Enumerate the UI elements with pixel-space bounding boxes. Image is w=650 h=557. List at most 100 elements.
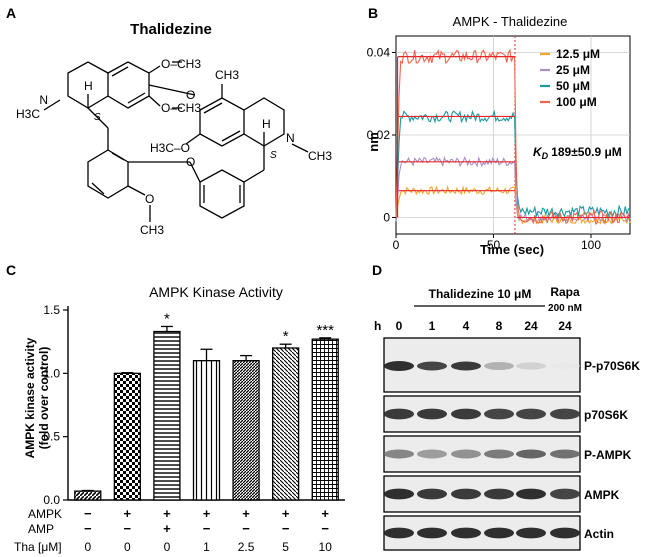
treatment-label: Thalidezine 10 μM	[429, 287, 532, 301]
band-0-2	[451, 361, 481, 371]
band-1-1	[417, 408, 447, 420]
y-tick-label: 0.0	[43, 493, 60, 507]
tha-value-0: 0	[84, 540, 91, 554]
bar-2	[153, 330, 181, 501]
band-1-4	[516, 408, 546, 420]
atom-o-mid-left: O–CH3	[161, 101, 201, 115]
legend-entry-0: 12.5 μM	[556, 47, 600, 61]
chart-b-title: AMPK - Thalidezine	[453, 14, 568, 29]
panel-letter-b: B	[368, 5, 378, 21]
band-4-4	[516, 527, 546, 539]
atom-n-left: N	[39, 93, 48, 107]
band-2-4	[516, 449, 546, 459]
band-label-1: p70S6K	[584, 408, 628, 422]
band-1-0	[384, 408, 414, 420]
band-label-3: AMPK	[584, 488, 620, 502]
chart-b-traces	[395, 48, 631, 226]
band-3-2	[451, 488, 481, 500]
amp-sign-4: −	[242, 521, 250, 536]
ampk-sign-2: +	[163, 506, 171, 521]
band-1-2	[451, 408, 481, 420]
row-label-ampk: AMPK	[28, 507, 62, 521]
ampk-sign-6: +	[321, 506, 329, 521]
tha-value-5: 5	[282, 540, 289, 554]
panel-letter-d: D	[372, 262, 382, 278]
time-0: 0	[396, 319, 403, 333]
kd-value: 189±50.9 μM	[551, 145, 622, 159]
compound-title: Thalidezine	[130, 21, 212, 38]
legend-entry-2: 50 μM	[556, 79, 590, 93]
chart-c-bars: ** ***	[74, 310, 339, 501]
tha-value-2: 0	[164, 540, 171, 554]
x-tick-label: 100	[581, 238, 601, 252]
rapa-dose: 200 nM	[548, 303, 582, 314]
band-label-4: Actin	[584, 527, 614, 541]
row-label-amp: AMP	[28, 522, 54, 536]
bar-4	[232, 360, 260, 501]
atom-h-right: H	[262, 117, 271, 131]
amp-sign-5: −	[282, 521, 290, 536]
time-2: 4	[463, 319, 470, 333]
band-2-3	[484, 449, 514, 459]
band-3-3	[484, 488, 514, 500]
amp-sign-6: −	[321, 521, 329, 536]
band-0-3	[484, 361, 514, 371]
western-blots: P-p70S6K p70S6K P-AMPK AMPK Actin	[383, 337, 640, 551]
band-4-1	[417, 527, 447, 539]
atom-s-left: S	[94, 112, 101, 123]
atom-o-top-left: O–CH3	[161, 57, 201, 71]
chart-c-ylabel-line1: AMPK kinase activity	[23, 337, 37, 458]
y-tick-label: 1.0	[43, 366, 60, 380]
blot-box-2	[383, 435, 581, 473]
kd-subscript: D	[542, 151, 549, 161]
atom-o-bridge: O	[186, 88, 195, 102]
atom-h3c-left: H3C	[16, 107, 40, 121]
tha-value-1: 0	[124, 540, 131, 554]
band-2-2	[451, 449, 481, 459]
band-3-0	[384, 488, 414, 500]
band-4-0	[384, 527, 414, 539]
panel-c: C AMPK Kinase Activity 0.00.51.01.5 ** **…	[6, 262, 345, 554]
time-3: 8	[496, 319, 503, 333]
chemical-structure	[43, 61, 309, 222]
amp-sign-3: −	[203, 521, 211, 536]
ampk-sign-0: −	[84, 506, 92, 521]
y-tick-label: 0	[383, 211, 390, 225]
amp-sign-1: −	[124, 521, 132, 536]
band-0-4	[516, 362, 546, 370]
y-tick-label: 0.04	[367, 46, 391, 60]
band-4-2	[451, 527, 481, 539]
bar-3	[192, 360, 221, 501]
legend-entry-1: 25 μM	[556, 63, 590, 77]
time-unit-label: h	[374, 319, 381, 333]
band-2-1	[417, 449, 447, 459]
band-4-3	[484, 527, 514, 539]
kd-label: K	[533, 145, 543, 159]
x-tick-label: 50	[487, 238, 501, 252]
significance-6: ***	[316, 322, 334, 339]
band-2-5	[550, 449, 580, 459]
band-label-2: P-AMPK	[584, 448, 632, 462]
band-3-4	[516, 488, 546, 500]
panel-b: B AMPK - Thalidezine 0 50 100 0 0.02 0.04 Tim…	[366, 5, 631, 257]
ampk-sign-1: +	[124, 506, 132, 521]
bar-1	[113, 372, 142, 501]
atom-ch3-right: CH3	[308, 149, 332, 163]
ampk-sign-4: +	[242, 506, 250, 521]
tha-value-4: 2.5	[238, 540, 255, 554]
significance-5: *	[283, 328, 289, 345]
atom-ch3-bottom: CH3	[140, 223, 164, 237]
tha-value-6: 10	[319, 540, 333, 554]
chart-c-ylabel-line2: (fold over control)	[37, 347, 51, 450]
ampk-sign-3: +	[203, 506, 211, 521]
band-0-0	[384, 361, 414, 371]
trace-3	[395, 48, 631, 226]
band-0-1	[417, 361, 447, 371]
time-4: 24	[524, 319, 538, 333]
bar-0	[74, 490, 102, 501]
chart-b-ylabel: nm	[366, 132, 381, 152]
atom-o-ether: O	[186, 155, 195, 169]
atom-s-right: S	[270, 150, 277, 161]
